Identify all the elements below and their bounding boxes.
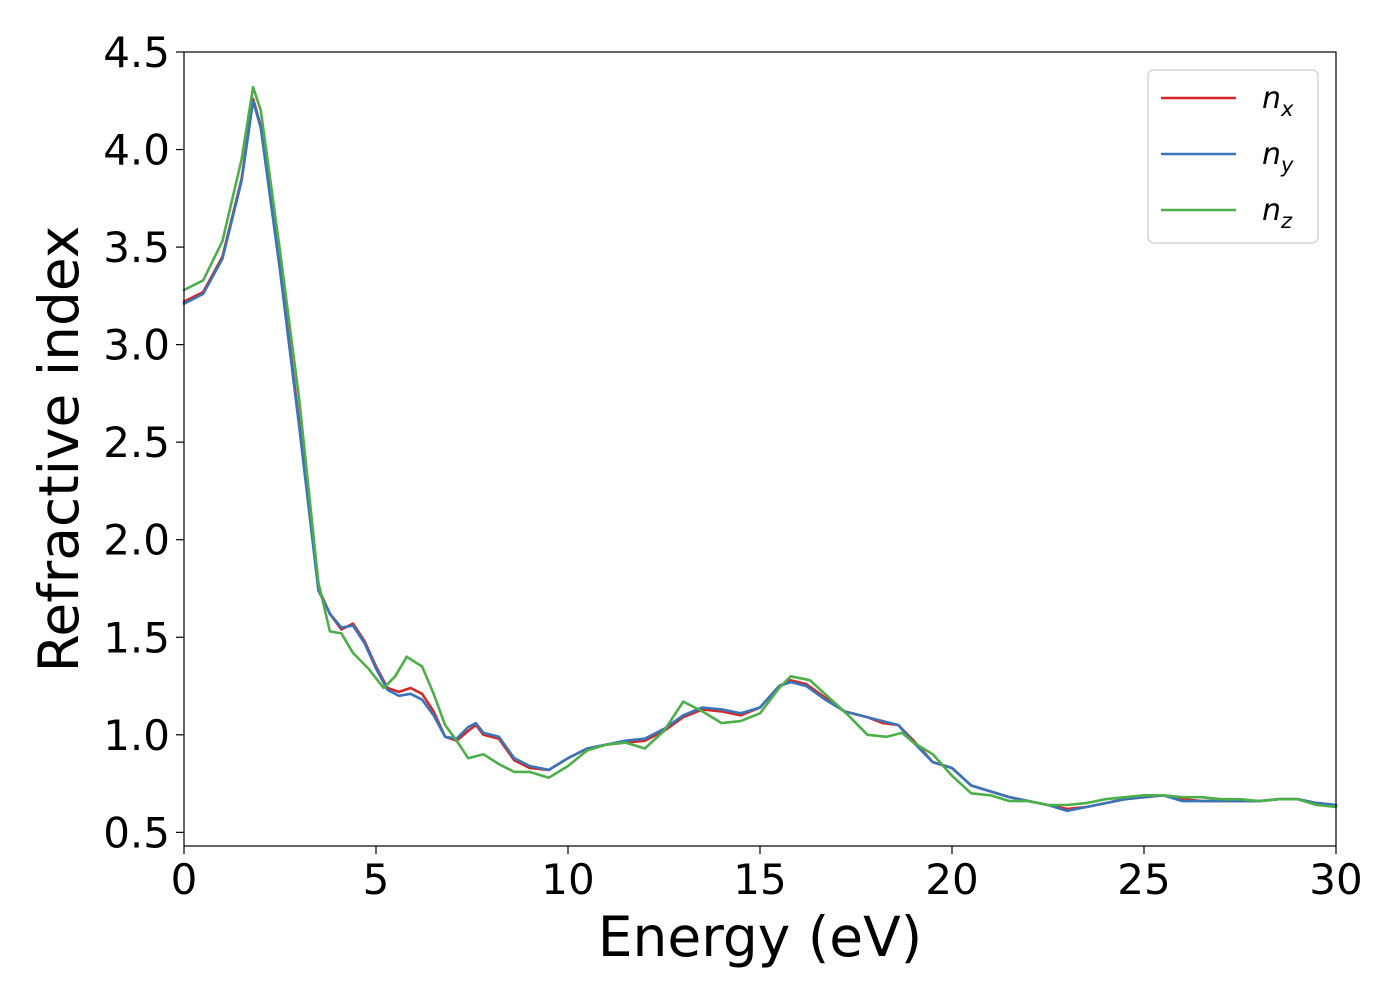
y-tick-label: 3.0 xyxy=(103,321,170,370)
x-tick-label: 20 xyxy=(925,855,978,904)
legend-label-n-x: nx xyxy=(1262,81,1294,121)
y-tick-label: 2.5 xyxy=(103,418,170,467)
legend-label-n-z: nz xyxy=(1262,193,1293,233)
y-tick-label: 1.0 xyxy=(103,711,170,760)
x-tick-label: 10 xyxy=(541,855,594,904)
legend: nx ny nz xyxy=(1147,69,1319,244)
series-line-n-y xyxy=(182,99,1338,813)
y-tick-label: 0.5 xyxy=(103,808,170,857)
y-tick-label: 2.0 xyxy=(103,516,170,565)
series-layer xyxy=(182,85,1338,813)
x-tick-label: 30 xyxy=(1309,855,1362,904)
x-axis: 0 5 10 15 20 25 30 xyxy=(171,846,1363,904)
y-axis-title: Refractive index xyxy=(27,226,91,673)
x-tick-label: 25 xyxy=(1117,855,1170,904)
y-axis: 0.5 1.0 1.5 2.0 2.5 3.0 3.5 4.0 4.5 xyxy=(103,28,184,857)
legend-box xyxy=(1147,69,1319,244)
y-tick-label: 1.5 xyxy=(103,613,170,662)
x-tick-label: 15 xyxy=(733,855,786,904)
x-tick-label: 0 xyxy=(171,855,198,904)
y-tick-label: 4.0 xyxy=(103,126,170,175)
x-tick-label: 5 xyxy=(363,855,390,904)
x-axis-title: Energy (eV) xyxy=(598,905,922,969)
legend-label-n-y: ny xyxy=(1262,137,1294,177)
series-line-n-z xyxy=(182,85,1338,809)
y-tick-label: 4.5 xyxy=(103,28,170,77)
y-tick-label: 3.5 xyxy=(103,223,170,272)
